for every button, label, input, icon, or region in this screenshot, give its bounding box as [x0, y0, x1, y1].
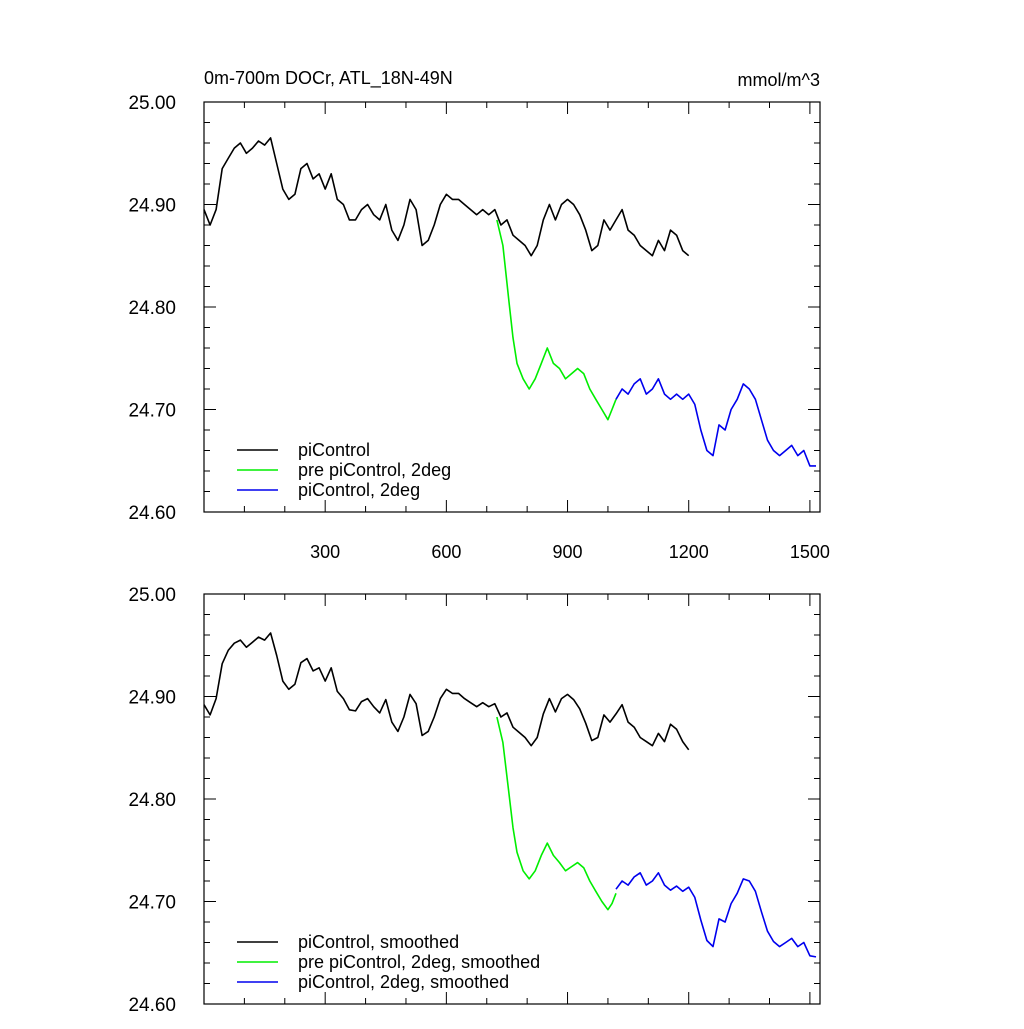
bottom-plot-lines [203, 632, 817, 958]
top-x-tick-label: 300 [310, 542, 340, 562]
top-panel-title: 0m-700m DOCr, ATL_18N-49N [204, 68, 453, 89]
bottom-series-line-0 [203, 632, 690, 751]
bottom-y-tick-label: 24.70 [128, 893, 176, 914]
top-x-tick-label: 1500 [790, 542, 830, 562]
bottom-y-tick-label: 24.80 [128, 790, 176, 811]
top-y-axis: 24.60 24.70 24.80 24.90 25.00 [128, 93, 820, 524]
bottom-y-tick-label: 25.00 [128, 585, 176, 606]
bottom-y-tick-label: 24.60 [128, 995, 176, 1016]
top-legend-label-1: pre piControl, 2deg [298, 460, 451, 480]
top-y-tick-label: 24.90 [128, 196, 176, 217]
bottom-legend-label-0: piControl, smoothed [298, 932, 459, 952]
top-legend-label-2: piControl, 2deg [298, 480, 420, 500]
top-y-tick-label: 24.70 [128, 401, 176, 422]
top-y-tick-label: 24.60 [128, 503, 176, 524]
bottom-plot-frame [203, 593, 821, 1005]
top-y-tick-label: 24.80 [128, 298, 176, 319]
top-series-line-1 [496, 219, 617, 421]
top-plot-frame [203, 101, 821, 513]
bottom-y-axis: 24.60 24.70 24.80 24.90 25.00 [128, 585, 820, 1016]
bottom-panel: 24.60 24.70 24.80 24.90 25.00 piControl, smo… [128, 585, 821, 1016]
bottom-legend-label-2: piControl, 2deg, smoothed [298, 972, 509, 992]
top-panel: 0m-700m DOCr, ATL_18N-49N mmol/m^3 300 60… [128, 68, 829, 562]
top-y-tick-label: 25.00 [128, 93, 176, 114]
bottom-y-tick-label: 24.90 [128, 688, 176, 709]
top-panel-units: mmol/m^3 [738, 70, 820, 90]
top-series-line-0 [203, 137, 690, 257]
top-x-axis: 300 600 900 1200 1500 [243, 102, 830, 562]
top-x-tick-label: 600 [431, 542, 461, 562]
bottom-x-axis [243, 594, 811, 1004]
top-x-tick-label: 1200 [669, 542, 709, 562]
top-legend-label-0: piControl [298, 440, 370, 460]
top-plot-lines [203, 137, 816, 467]
bottom-series-line-2 [615, 871, 817, 958]
top-x-tick-label: 900 [553, 542, 583, 562]
bottom-series-line-1 [496, 716, 617, 911]
top-series-line-2 [615, 377, 816, 467]
bottom-legend-label-1: pre piControl, 2deg, smoothed [298, 952, 540, 972]
